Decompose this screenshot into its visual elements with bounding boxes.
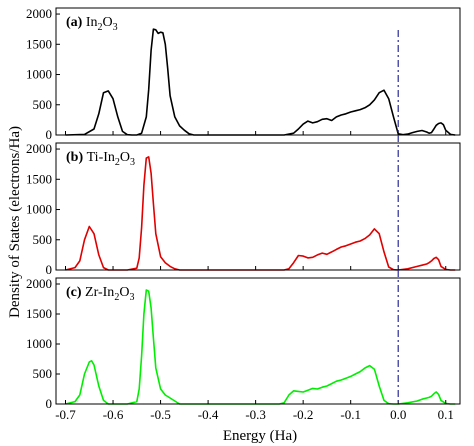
y-tick-label: 500 [33, 97, 53, 112]
x-tick-label: 0.1 [438, 407, 454, 422]
x-tick-label: -0.5 [150, 407, 171, 422]
x-axis-title: Energy (Ha) [223, 428, 297, 444]
series-line-panel-1 [65, 28, 456, 136]
x-tick-label: -0.1 [340, 407, 361, 422]
panel-name-part: O [120, 150, 130, 165]
y-tick-label: 0 [46, 396, 53, 411]
panel-name-part: Ti-In [87, 150, 115, 165]
x-tick-label: -0.6 [103, 407, 124, 422]
plot-frame-panel-3 [55, 277, 461, 405]
panel-name-part: In [86, 15, 98, 30]
y-tick-label: 1500 [26, 306, 52, 321]
y-tick-label: 2000 [26, 6, 52, 21]
x-tick-label: -0.3 [245, 407, 266, 422]
panel-name-part: 2 [98, 22, 103, 33]
y-tick-label: 1500 [26, 171, 52, 186]
y-tick-label: 2000 [26, 141, 52, 156]
y-axis-title: Density of States (electrons/Ha) [7, 126, 23, 318]
y-tick-label: 1500 [26, 36, 52, 51]
panel-name-part: 3 [129, 292, 134, 303]
series-line-panel-2 [65, 156, 456, 271]
panel-label-2: (b) Ti-In2O3 [66, 150, 135, 168]
y-tick-label: 1000 [26, 202, 52, 217]
panel-label-1: (a) In2O3 [66, 15, 118, 33]
panel-letter: (a) [66, 15, 86, 30]
y-tick-label: 500 [33, 366, 53, 381]
series-line-panel-3 [65, 289, 456, 405]
panel-name-part: O [103, 15, 113, 30]
x-tick-label: -0.7 [55, 407, 76, 422]
y-tick-label: 1000 [26, 67, 52, 82]
y-tick-label: 0 [46, 262, 53, 277]
panel-name-part: 3 [113, 22, 118, 33]
panel-name-part: O [119, 285, 129, 300]
panel-name-part: Zr-In [85, 285, 114, 300]
panel-letter: (c) [66, 285, 85, 300]
panel-name-part: 2 [114, 292, 119, 303]
y-tick-label: 0 [46, 127, 53, 142]
panel-name-part: 2 [115, 157, 120, 168]
y-tick-label: 500 [33, 232, 53, 247]
plot-frame-panel-2 [55, 142, 461, 271]
y-tick-label: 1000 [26, 336, 52, 351]
plot-frame-panel-1 [55, 7, 461, 136]
y-tick-label: 2000 [26, 276, 52, 291]
panel-name-part: 3 [130, 157, 135, 168]
panel-letter: (b) [66, 150, 87, 165]
x-tick-label: -0.4 [198, 407, 219, 422]
x-tick-label: 0.0 [390, 407, 406, 422]
x-tick-label: -0.2 [293, 407, 314, 422]
panel-label-3: (c) Zr-In2O3 [66, 285, 134, 303]
